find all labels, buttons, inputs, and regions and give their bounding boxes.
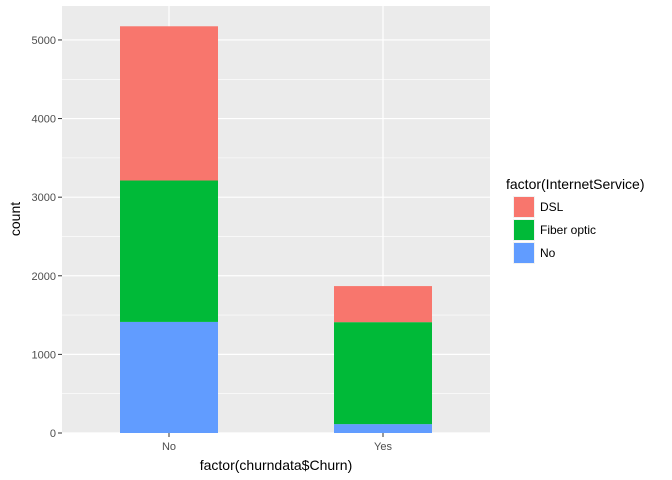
x-axis-title: factor(churndata$Churn) — [200, 457, 353, 473]
legend-key-no — [514, 243, 534, 263]
y-tick-label: 4000 — [32, 114, 56, 126]
y-tick-label: 0 — [50, 428, 56, 440]
y-tick-label: 5000 — [32, 35, 56, 47]
bars-layer — [120, 26, 432, 433]
y-axis: 0 1000 2000 3000 4000 5000 — [32, 35, 62, 440]
legend-title: factor(InternetService) — [506, 176, 645, 192]
bar-segment-no-fiber-optic — [120, 180, 218, 322]
bar-segment-yes-fiber-optic — [334, 322, 432, 425]
bar-segment-yes-no — [334, 424, 432, 433]
y-axis-title: count — [7, 202, 23, 236]
x-tick-label: Yes — [374, 441, 392, 453]
y-tick-label: 1000 — [32, 349, 56, 361]
legend: factor(InternetService) DSL Fiber optic No — [506, 176, 645, 264]
x-axis: No Yes — [162, 433, 392, 453]
bar-segment-no-no — [120, 321, 218, 433]
legend-label: No — [540, 246, 556, 260]
x-tick-label: No — [162, 441, 176, 453]
legend-key-fiber-optic — [514, 220, 534, 240]
y-tick-label: 3000 — [32, 192, 56, 204]
bar-segment-yes-dsl — [334, 286, 432, 323]
bar-segment-no-dsl — [120, 26, 218, 181]
legend-label: DSL — [540, 200, 564, 214]
y-tick-label: 2000 — [32, 271, 56, 283]
legend-key-dsl — [514, 197, 534, 217]
legend-label: Fiber optic — [540, 223, 596, 237]
